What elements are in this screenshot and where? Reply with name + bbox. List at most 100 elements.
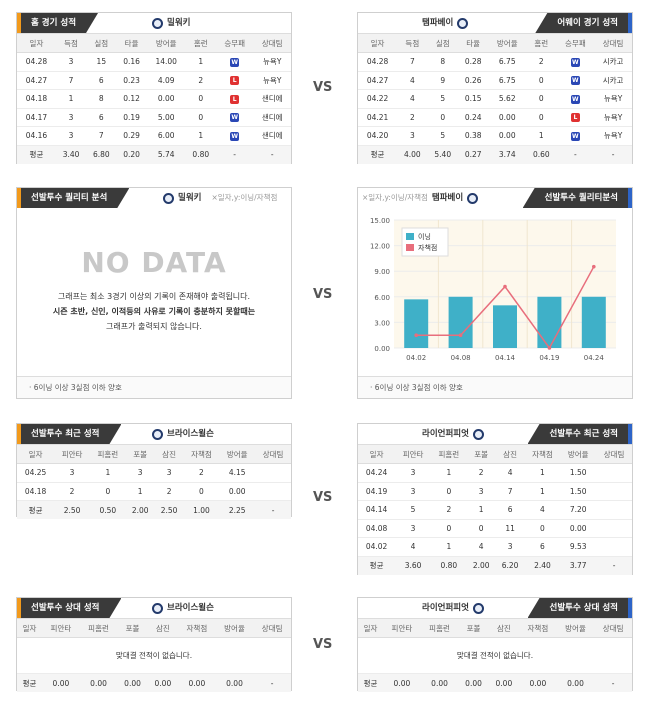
table-cell: 0 <box>466 519 496 538</box>
table-cell: 04.27 <box>358 71 398 90</box>
average-cell: 0.00 <box>42 673 80 692</box>
panel-header: 라이언퍼피엇 선발투수 상대 성적 <box>358 598 632 618</box>
average-cell: - <box>596 556 632 575</box>
table-row: 04.18 2 0 1 2 0 0.00 <box>17 482 291 501</box>
average-cell: 0.00 <box>420 673 459 692</box>
table-cell: 4.09 <box>146 71 186 90</box>
column-header: 삼진 <box>147 618 179 638</box>
win-badge: W <box>570 57 580 67</box>
table-cell: 6.75 <box>488 52 527 72</box>
average-cell: 평균 <box>358 673 384 692</box>
table-cell: 6.00 <box>146 126 186 146</box>
point-earned-runs <box>592 264 596 269</box>
column-header: 일자 <box>358 33 398 53</box>
panel-title: 선발투수 상대 성적 <box>17 598 121 618</box>
average-cell: - <box>594 145 632 164</box>
table-cell: 0.15 <box>457 89 489 109</box>
column-header: 방어율 <box>219 444 256 464</box>
table-cell: 04.27 <box>17 71 56 90</box>
table-row: 04.17 3 6 0.19 5.00 0 W 샌디에 <box>17 108 291 127</box>
column-header: 피홈런 <box>89 444 126 464</box>
team-logo-icon <box>163 192 174 204</box>
column-header: 일자 <box>17 618 43 638</box>
panel-header: 라이언퍼피엇 선발투수 최근 성적 <box>358 424 632 444</box>
average-cell: - <box>215 145 254 164</box>
average-cell: 평균 <box>358 145 398 164</box>
table-cell: 04.28 <box>358 52 398 72</box>
average-cell: 평균 <box>17 500 55 519</box>
average-cell: 2.25 <box>219 500 256 519</box>
panel-header: 선발투수 퀄리티 분석 밀워키 ×일자,y:이닝/자책점 <box>17 188 291 208</box>
average-cell: 0.50 <box>89 500 126 519</box>
team-logo-icon <box>472 428 484 440</box>
legend-swatch <box>406 233 414 240</box>
table-cell: 0 <box>524 519 561 538</box>
quality-chart: 15.00 12.00 9.00 6.00 3.00 0.00 04.02 04.08 04.1… <box>370 217 616 362</box>
column-header: 방어율 <box>215 618 254 638</box>
column-header: 피홈런 <box>420 618 459 638</box>
table-cell: 0.24 <box>457 108 489 127</box>
axis-note: ×일자,y:이닝/자책점 <box>362 193 428 202</box>
table-cell: 0 <box>526 89 557 109</box>
table-cell: 0.00 <box>219 482 256 501</box>
average-cell: 2.00 <box>125 500 155 519</box>
bar-innings <box>493 305 517 348</box>
bar-innings <box>537 296 562 348</box>
table-cell: 2 <box>397 108 428 127</box>
table-cell: 1 <box>430 537 467 557</box>
table-cell: 0 <box>89 482 126 501</box>
panel-header: ×일자,y:이닝/자책점 탬파베이 선발투수 퀄리티분석 <box>358 188 632 208</box>
team-logo-icon <box>152 602 163 614</box>
no-data-line-2: 시즌 초반, 신인, 이적등의 사유로 기록이 충분하지 못할때는 <box>52 307 256 316</box>
average-cell: 2.40 <box>524 556 561 575</box>
table-cell: 3 <box>495 537 525 557</box>
table-cell: 샌디에 <box>253 89 291 109</box>
table-cell: 6 <box>86 71 117 90</box>
pitcher-vs-table-right: 일자 피안타 피홈런 포볼 삼진 자책점 방어율 상대팀 맞대결 전적이 없습니다. 평균 0.… <box>358 618 632 692</box>
table-cell: 뉴욕Y <box>253 52 291 72</box>
average-cell: 평균 <box>17 673 43 692</box>
average-cell: 0.00 <box>117 673 148 692</box>
table-cell: 7 <box>397 52 428 72</box>
average-cell: 0.00 <box>519 673 557 692</box>
table-cell: 1.50 <box>560 482 597 501</box>
column-header: 포볼 <box>117 618 148 638</box>
table-cell: 4 <box>397 71 428 90</box>
table-cell: 1 <box>125 482 155 501</box>
table-cell: 11 <box>495 519 525 538</box>
average-cell: 0.00 <box>147 673 179 692</box>
panel-header: 탬파베이 어웨이 경기 성적 <box>358 13 632 33</box>
legend-box <box>401 227 449 257</box>
panel-header: 선발투수 상대 성적 브라이스윌슨 <box>17 598 291 618</box>
bar-innings <box>404 299 429 348</box>
pitcher-label: 라이언퍼피엇 <box>422 424 484 444</box>
no-data-line-3: 그래프가 출력되지 않습니다. <box>106 322 202 331</box>
team-label: 밀워키 <box>152 13 190 33</box>
column-header: 피홈런 <box>430 444 467 464</box>
table-cell: 8 <box>86 89 117 109</box>
table-cell: 2 <box>526 52 557 72</box>
y-tick-label: 3.00 <box>374 319 390 327</box>
average-cell: 0.80 <box>185 145 216 164</box>
column-header: 삼진 <box>154 444 184 464</box>
column-header: 일자 <box>358 618 384 638</box>
column-header: 피안타 <box>42 618 80 638</box>
win-badge: W <box>570 94 580 104</box>
pitcher-vs-table-left: 일자 피안타 피홈런 포볼 삼진 자책점 방어율 상대팀 맞대결 전적이 없습니다. 평균 0.… <box>17 618 291 692</box>
home-record-panel: 홈 경기 성적 밀워키 일자 득점 실점 타율 방어율 홈런 승무패 상대팀 04.28 3 15… <box>16 12 292 164</box>
table-cell: 1 <box>524 482 561 501</box>
y-tick-label: 12.00 <box>370 243 390 251</box>
average-cell: - <box>594 673 632 692</box>
table-cell: 3 <box>55 126 87 146</box>
table-cell: 2 <box>466 463 496 483</box>
pitcher-label: 브라이스윌슨 <box>152 598 214 618</box>
pitcher-label: 라이언퍼피엇 <box>422 598 484 618</box>
table-cell: 3 <box>395 482 431 501</box>
table-cell <box>596 500 632 520</box>
average-cell: - <box>253 145 291 164</box>
table-cell: 0.19 <box>116 108 147 127</box>
table-cell: 3 <box>55 52 87 72</box>
table-cell: 0.28 <box>457 52 489 72</box>
result-cell: W <box>556 89 595 109</box>
column-header: 자책점 <box>519 618 557 638</box>
